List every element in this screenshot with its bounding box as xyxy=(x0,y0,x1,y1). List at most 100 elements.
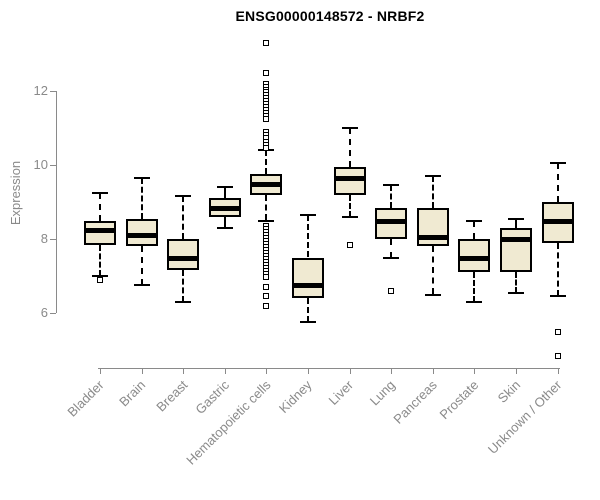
whisker-lower xyxy=(431,246,434,295)
whisker-cap-upper xyxy=(133,176,150,179)
whisker-lower xyxy=(348,194,351,217)
whisker-cap-upper xyxy=(424,175,441,178)
x-axis-tick xyxy=(349,368,351,374)
x-axis-tick xyxy=(432,368,434,374)
median-line xyxy=(292,283,324,289)
outlier-point xyxy=(554,352,561,359)
outlier-point xyxy=(554,328,561,335)
whisker-lower xyxy=(473,272,476,302)
y-axis-tick xyxy=(50,165,56,166)
whisker-cap-upper xyxy=(549,162,566,165)
whisker-cap-lower xyxy=(383,256,400,259)
x-tick-label: Lung xyxy=(367,377,399,409)
median-line xyxy=(333,175,366,181)
x-axis-tick xyxy=(100,368,101,374)
y-axis-tick xyxy=(50,239,56,240)
chart-title: ENSG00000148572 - NRBF2 xyxy=(235,8,425,24)
whisker-cap-upper xyxy=(341,127,358,129)
whisker-lower xyxy=(515,272,517,293)
median-line xyxy=(125,233,158,239)
median-line xyxy=(375,218,408,224)
iqr-box xyxy=(292,257,324,299)
x-axis-tick xyxy=(308,368,309,374)
y-axis-tick xyxy=(50,313,56,314)
whisker-cap-upper xyxy=(300,213,316,216)
whisker-lower xyxy=(307,298,309,323)
whisker-lower xyxy=(265,194,268,221)
whisker-cap-lower xyxy=(175,300,192,303)
whisker-cap-lower xyxy=(466,300,483,303)
whisker-cap-lower xyxy=(258,219,275,222)
x-axis-tick xyxy=(183,368,185,374)
outlier-point xyxy=(263,284,270,291)
x-axis-tick xyxy=(474,368,476,374)
iqr-box xyxy=(500,227,532,273)
x-axis-tick xyxy=(557,368,559,374)
whisker-cap-lower xyxy=(341,215,358,218)
outlier-point xyxy=(263,273,270,280)
whisker-upper xyxy=(556,163,559,202)
x-tick-label: Kidney xyxy=(276,377,315,417)
x-tick-label: Pancreas xyxy=(390,377,440,427)
outlier-point xyxy=(263,39,270,46)
x-tick-label: Breast xyxy=(152,377,191,415)
whisker-cap-lower xyxy=(508,291,524,294)
outlier-point xyxy=(388,287,395,294)
x-axis-tick xyxy=(516,368,517,374)
whisker-cap-lower xyxy=(549,295,566,298)
whisker-upper xyxy=(99,192,101,221)
outlier-point xyxy=(97,276,103,283)
outlier-point xyxy=(263,69,270,76)
median-line xyxy=(208,205,241,211)
x-axis-line xyxy=(98,368,560,369)
x-tick-label: Prostate xyxy=(436,377,482,423)
whisker-upper xyxy=(515,218,517,228)
x-tick-label: Skin xyxy=(494,377,523,406)
whisker-lower xyxy=(223,216,226,228)
whisker-cap-lower xyxy=(92,275,108,277)
whisker-cap-lower xyxy=(424,293,441,296)
y-tick-label: 8 xyxy=(40,231,48,246)
whisker-upper xyxy=(182,196,185,239)
y-tick-label: 6 xyxy=(40,305,48,320)
outlier-point xyxy=(263,116,270,123)
x-axis-tick xyxy=(266,368,268,374)
x-tick-label: Brain xyxy=(116,377,149,410)
whisker-lower xyxy=(182,270,185,302)
outlier-point xyxy=(263,302,270,309)
whisker-lower xyxy=(99,244,101,276)
median-line xyxy=(458,255,491,261)
whisker-cap-upper xyxy=(216,186,233,189)
x-tick-label: Unknown / Other xyxy=(484,377,565,457)
whisker-cap-upper xyxy=(508,217,524,220)
whisker-upper xyxy=(473,220,476,239)
whisker-upper xyxy=(431,176,434,208)
whisker-lower xyxy=(140,246,143,286)
y-tick-label: 12 xyxy=(33,83,48,98)
whisker-cap-upper xyxy=(92,191,108,194)
outlier-point xyxy=(346,241,353,248)
outlier-point xyxy=(263,144,270,151)
x-axis-tick xyxy=(224,368,226,374)
median-line xyxy=(416,235,449,241)
y-axis-tick xyxy=(50,91,56,92)
whisker-upper xyxy=(348,128,351,167)
whisker-lower xyxy=(556,242,559,297)
iqr-box xyxy=(167,239,200,271)
median-line xyxy=(84,227,116,233)
outlier-point xyxy=(263,293,270,300)
x-axis-tick xyxy=(141,368,143,374)
median-line xyxy=(541,218,574,224)
whisker-upper xyxy=(390,185,393,208)
median-line xyxy=(167,255,200,261)
whisker-upper xyxy=(265,150,268,175)
whisker-lower xyxy=(390,239,393,258)
whisker-cap-lower xyxy=(216,226,233,229)
x-tick-label: Liver xyxy=(325,377,357,408)
whisker-cap-upper xyxy=(466,219,483,222)
y-axis-line xyxy=(56,91,57,313)
median-line xyxy=(250,181,283,187)
iqr-box xyxy=(416,207,449,247)
whisker-cap-lower xyxy=(133,284,150,287)
